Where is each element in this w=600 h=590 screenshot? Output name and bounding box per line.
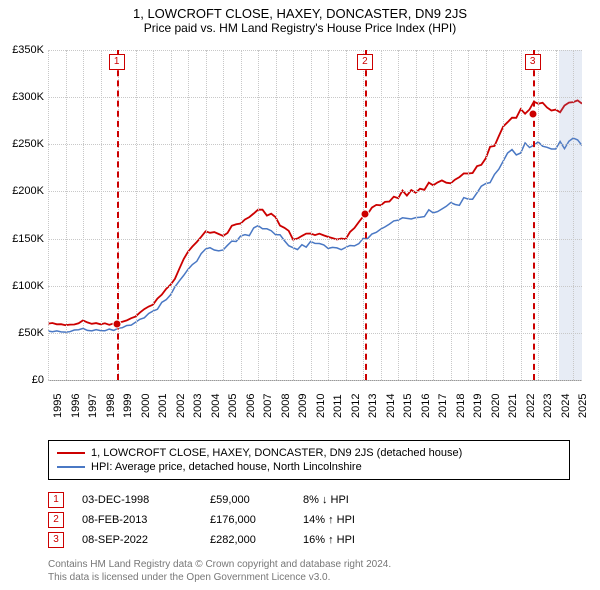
event-delta-2: 14% ↑ HPI	[303, 514, 403, 526]
x-tick-label: 2009	[297, 394, 309, 418]
x-tick-label: 2000	[140, 394, 152, 418]
series-property	[48, 100, 582, 325]
event-date-1: 03-DEC-1998	[82, 494, 192, 506]
y-tick-label: £150K	[2, 233, 44, 245]
y-tick-label: £200K	[2, 185, 44, 197]
x-tick-label: 2002	[175, 394, 187, 418]
x-tick-label: 2004	[210, 394, 222, 418]
x-tick-label: 2018	[455, 394, 467, 418]
event-date-3: 08-SEP-2022	[82, 534, 192, 546]
x-tick-label: 2014	[385, 394, 397, 418]
event-marker-3: 3	[48, 532, 64, 548]
x-tick-label: 2021	[507, 394, 519, 418]
x-tick-label: 2007	[262, 394, 274, 418]
chart-marker-1: 1	[109, 54, 125, 70]
y-tick-label: £50K	[2, 327, 44, 339]
chart-marker-3: 3	[525, 54, 541, 70]
event-row-2: 2 08-FEB-2013 £176,000 14% ↑ HPI	[48, 510, 403, 530]
line-layer	[48, 50, 582, 380]
x-tick-label: 1999	[122, 394, 134, 418]
chart-marker-2: 2	[357, 54, 373, 70]
x-tick-label: 2012	[350, 394, 362, 418]
attribution: Contains HM Land Registry data © Crown c…	[48, 558, 391, 584]
x-tick-label: 2008	[280, 394, 292, 418]
x-tick-label: 2005	[227, 394, 239, 418]
y-tick-label: £350K	[2, 44, 44, 56]
x-tick-label: 2019	[472, 394, 484, 418]
legend-row-hpi: HPI: Average price, detached house, Nort…	[57, 460, 561, 474]
x-tick-label: 2025	[577, 394, 589, 418]
x-tick-label: 1996	[70, 394, 82, 418]
legend-swatch-hpi	[57, 466, 85, 468]
x-tick-label: 2001	[157, 394, 169, 418]
footer-line-2: This data is licensed under the Open Gov…	[48, 571, 391, 584]
x-tick-label: 2010	[315, 394, 327, 418]
y-tick-label: £300K	[2, 91, 44, 103]
x-tick-label: 2006	[245, 394, 257, 418]
chart-container: 1, LOWCROFT CLOSE, HAXEY, DONCASTER, DN9…	[0, 0, 600, 590]
x-tick-label: 2015	[402, 394, 414, 418]
x-tick-label: 2016	[420, 394, 432, 418]
x-tick-label: 2023	[542, 394, 554, 418]
x-tick-label: 2020	[490, 394, 502, 418]
event-delta-1: 8% ↓ HPI	[303, 494, 403, 506]
x-tick-label: 1997	[87, 394, 99, 418]
x-tick-label: 2003	[192, 394, 204, 418]
x-tick-label: 2013	[367, 394, 379, 418]
event-price-2: £176,000	[210, 514, 285, 526]
event-date-2: 08-FEB-2013	[82, 514, 192, 526]
event-row-3: 3 08-SEP-2022 £282,000 16% ↑ HPI	[48, 530, 403, 550]
event-price-1: £59,000	[210, 494, 285, 506]
event-price-3: £282,000	[210, 534, 285, 546]
event-marker-1: 1	[48, 492, 64, 508]
event-marker-2: 2	[48, 512, 64, 528]
y-tick-label: £250K	[2, 138, 44, 150]
plot-area: £0£50K£100K£150K£200K£250K£300K£350K1995…	[48, 50, 582, 381]
event-delta-3: 16% ↑ HPI	[303, 534, 403, 546]
legend-label-property: 1, LOWCROFT CLOSE, HAXEY, DONCASTER, DN9…	[91, 447, 462, 459]
y-tick-label: £0	[2, 374, 44, 386]
event-row-1: 1 03-DEC-1998 £59,000 8% ↓ HPI	[48, 490, 403, 510]
x-tick-label: 2011	[332, 394, 344, 418]
event-table: 1 03-DEC-1998 £59,000 8% ↓ HPI 2 08-FEB-…	[48, 490, 403, 550]
legend-label-hpi: HPI: Average price, detached house, Nort…	[91, 461, 362, 473]
x-tick-label: 2024	[560, 394, 572, 418]
legend-row-property: 1, LOWCROFT CLOSE, HAXEY, DONCASTER, DN9…	[57, 446, 561, 460]
y-tick-label: £100K	[2, 280, 44, 292]
x-tick-label: 1998	[105, 394, 117, 418]
chart-subtitle: Price paid vs. HM Land Registry's House …	[0, 21, 600, 39]
legend: 1, LOWCROFT CLOSE, HAXEY, DONCASTER, DN9…	[48, 440, 570, 480]
chart-title: 1, LOWCROFT CLOSE, HAXEY, DONCASTER, DN9…	[0, 0, 600, 21]
x-tick-label: 2017	[437, 394, 449, 418]
footer-line-1: Contains HM Land Registry data © Crown c…	[48, 558, 391, 571]
x-tick-label: 1995	[52, 394, 64, 418]
x-tick-label: 2022	[525, 394, 537, 418]
legend-swatch-property	[57, 452, 85, 454]
